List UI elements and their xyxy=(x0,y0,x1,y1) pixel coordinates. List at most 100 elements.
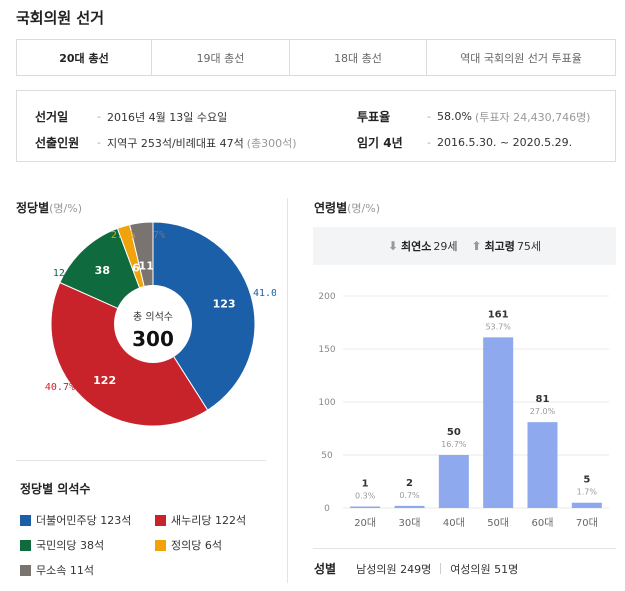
dash: - xyxy=(97,110,101,123)
legend-item-saenuri: 새누리당 122석 xyxy=(155,512,246,528)
seats-value: 지역구 253석/비례대표 47석 xyxy=(106,136,244,150)
bar-percent-label: 16.7% xyxy=(441,440,467,449)
legend-label: 국민의당 38석 xyxy=(36,539,105,552)
party-section-title: 정당별(명/%) xyxy=(16,199,82,216)
pie-center-value: 300 xyxy=(132,327,174,351)
election-day-value: 2016년 4월 13일 수요일 xyxy=(106,110,228,124)
arrow-up-icon: ⬆ xyxy=(471,239,482,253)
bar-percent-label: 0.3% xyxy=(355,492,376,501)
female-count: 여성의원 51명 xyxy=(450,562,519,576)
pie-slice[interactable] xyxy=(152,222,256,411)
turnout-value: 58.0% xyxy=(436,110,472,123)
oldest-label: 최고령 xyxy=(484,240,515,253)
bar-percent-label: 27.0% xyxy=(530,407,556,416)
gender-separator xyxy=(440,563,442,574)
legend-title: 정당별 의석수 xyxy=(20,482,91,496)
turnout-label: 투표율 xyxy=(357,110,391,124)
bar-value-label: 81 xyxy=(536,394,550,405)
pie-percent-label: 41.0% xyxy=(253,288,276,299)
tab-18th[interactable]: 18대 총선 xyxy=(290,40,427,75)
x-tick-label: 40대 xyxy=(443,517,465,529)
bar-value-label: 2 xyxy=(406,478,413,489)
election-info-box: 선거일 - 2016년 4월 13일 수요일 선출인원 - 지역구 253석/비… xyxy=(16,90,616,162)
pie-percent-label: 3.7% xyxy=(141,230,165,241)
tab-turnout-history[interactable]: 역대 국회의원 선거 투표율 xyxy=(460,51,582,65)
legend-item-democratic: 더불어민주당 123석 xyxy=(20,512,131,528)
legend-swatch xyxy=(20,539,31,551)
x-tick-label: 20대 xyxy=(354,517,376,529)
party-unit: (명/%) xyxy=(49,202,82,215)
tab-19th[interactable]: 19대 총선 xyxy=(152,40,290,75)
age-section-title: 연령별(명/%) xyxy=(314,199,380,216)
legend-item-independent: 무소속 11석 xyxy=(20,562,94,578)
legend-swatch xyxy=(20,514,31,526)
pie-center-label: 총 의석수 xyxy=(133,311,173,323)
gender-divider xyxy=(313,548,616,549)
legend-swatch xyxy=(20,564,31,576)
pie-value-label: 122 xyxy=(93,374,116,387)
y-tick-label: 50 xyxy=(321,451,333,461)
age-bar-chart: 0 50 100 150 200 1 0.3% 20대 2 0.7% 30대 50 16.7% 40대 16… xyxy=(318,292,609,529)
x-tick-label: 60대 xyxy=(532,517,554,529)
election-day-label: 선거일 xyxy=(35,110,69,124)
x-tick-label: 30대 xyxy=(399,517,421,529)
y-tick-label: 0 xyxy=(324,504,330,514)
youngest-label: 최연소 xyxy=(401,240,432,253)
dash: - xyxy=(97,136,101,149)
bar[interactable] xyxy=(350,506,381,509)
term-label: 임기 4년 xyxy=(357,136,403,150)
y-tick-label: 150 xyxy=(318,345,335,355)
bar[interactable] xyxy=(483,337,514,508)
turnout-voters: (투표자 24,430,746명) xyxy=(474,110,591,124)
seats-label: 선출인원 xyxy=(35,136,80,150)
age-unit: (명/%) xyxy=(347,202,380,215)
x-tick-label: 50대 xyxy=(487,517,509,529)
gender-label: 성별 xyxy=(314,562,337,576)
bar-percent-label: 53.7% xyxy=(485,322,511,331)
pie-value-label: 123 xyxy=(213,297,236,310)
tab-20th[interactable]: 20대 총선 xyxy=(17,40,152,75)
bar-value-label: 50 xyxy=(447,427,461,438)
dash: - xyxy=(427,136,431,149)
legend-swatch xyxy=(155,539,166,551)
bar-value-label: 5 xyxy=(583,475,590,486)
pie-percent-label: 12.7% xyxy=(53,268,83,279)
x-tick-label: 70대 xyxy=(576,517,598,529)
legend-item-justice: 정의당 6석 xyxy=(155,537,222,553)
y-tick-label: 200 xyxy=(318,292,335,302)
party-pie-chart: 총 의석수 300 123 122 38 611 41.0% 40.7% 12.7% 2.0%… xyxy=(45,222,276,427)
pie-value-label: 6 xyxy=(132,262,140,275)
bar[interactable] xyxy=(394,505,425,508)
pie-percent-label: 2.0% xyxy=(111,230,135,241)
bar[interactable] xyxy=(527,422,558,508)
male-count: 남성의원 249명 xyxy=(356,562,432,576)
turnout-row: 투표율 - 58.0% (투표자 24,430,746명) xyxy=(357,108,590,125)
bar[interactable] xyxy=(571,502,602,508)
party-title: 정당별 xyxy=(16,201,50,215)
legend-label: 더불어민주당 123석 xyxy=(36,514,132,527)
age-summary-box: ⬇ 최연소 29세 ⬆ 최고령 75세 xyxy=(313,227,616,265)
bar[interactable] xyxy=(438,455,469,508)
term-value: 2016.5.30. ~ 2020.5.29. xyxy=(436,136,573,149)
pie-center-hole xyxy=(114,285,192,363)
y-tick-label: 100 xyxy=(318,398,335,408)
pie-value-label: 38 xyxy=(95,264,110,277)
legend-label: 정의당 6석 xyxy=(171,539,222,552)
bar-percent-label: 1.7% xyxy=(577,488,598,497)
legend-label: 새누리당 122석 xyxy=(171,514,247,527)
section-divider xyxy=(287,198,288,583)
bar-value-label: 1 xyxy=(362,479,369,490)
pie-value-label: 11 xyxy=(139,259,154,272)
legend-label: 무소속 11석 xyxy=(36,564,94,577)
age-title: 연령별 xyxy=(314,201,348,215)
page-title: 국회의원 선거 xyxy=(16,9,105,27)
gender-row: 성별 남성의원 249명 여성의원 51명 xyxy=(314,560,518,577)
dash: - xyxy=(427,110,431,123)
legend-swatch xyxy=(155,514,166,526)
seats-row: 선출인원 - 지역구 253석/비례대표 47석 (총300석) xyxy=(35,134,297,151)
oldest-value: 75세 xyxy=(516,240,542,253)
seats-total: (총300석) xyxy=(246,136,297,150)
pie-percent-label: 40.7% xyxy=(45,382,75,393)
election-tabs: 20대 총선 19대 총선 18대 총선 역대 국회의원 선거 투표율 xyxy=(16,39,616,76)
youngest-value: 29세 xyxy=(433,240,458,253)
